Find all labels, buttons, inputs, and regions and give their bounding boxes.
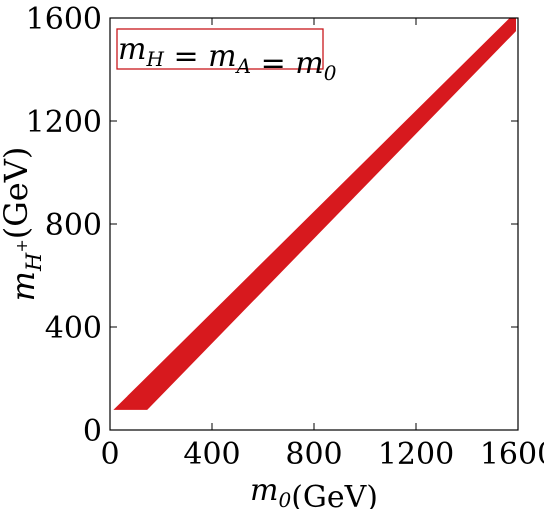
y-tick-label: 1600 <box>26 2 102 37</box>
x-tick-label: 400 <box>183 437 240 472</box>
x-tick-label: 1600 <box>480 437 544 472</box>
legend-label: mH = mA = m0 <box>118 32 337 85</box>
allowed-band-region <box>113 17 516 410</box>
y-tick-label: 800 <box>45 208 102 243</box>
y-tick-label: 0 <box>83 414 102 449</box>
axis-tick-labels: 0 400 800 1200 1600 0 400 800 1200 1600 <box>26 2 544 472</box>
y-axis-title: mH+(GeV) <box>0 147 46 302</box>
x-axis-title: m0(GeV) <box>250 473 378 509</box>
plot-area <box>113 17 516 410</box>
y-tick-label: 1200 <box>26 105 102 140</box>
x-tick-label: 1200 <box>378 437 454 472</box>
axis-ticks <box>109 17 519 431</box>
x-tick-label: 800 <box>285 437 342 472</box>
x-tick-label: 0 <box>100 437 119 472</box>
y-tick-label: 400 <box>45 311 102 346</box>
legend-border <box>116 28 324 70</box>
legend-box: mH = mA = m0 <box>116 28 337 85</box>
